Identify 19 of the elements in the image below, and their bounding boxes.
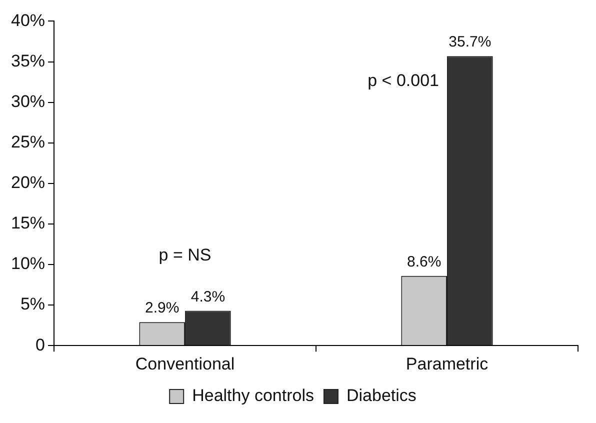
data-label: 4.3% [190, 288, 226, 306]
data-label: 8.6% [406, 253, 442, 270]
y-tick-label: 5% [20, 294, 46, 314]
annotation: p = NS [158, 245, 212, 264]
annotation: p < 0.001 [368, 70, 440, 90]
data-label: 35.7% [448, 34, 492, 51]
legend-label: Diabetics [346, 386, 416, 406]
y-tick-label: 15% [10, 214, 46, 233]
x-tick-label: Parametric [406, 354, 489, 374]
y-tick-label: 40% [10, 10, 46, 30]
data-label: 2.9% [144, 300, 180, 317]
y-tick-label: 0 [36, 335, 46, 354]
y-tick-label: 30% [10, 92, 46, 111]
legend-label: Healthy controls [192, 386, 314, 406]
x-tick-label: Conventional [135, 354, 235, 374]
y-tick-label: 35% [10, 51, 46, 70]
y-tick-label: 20% [10, 173, 46, 192]
y-tick-label: 25% [10, 132, 46, 152]
y-tick-label: 10% [10, 254, 46, 274]
